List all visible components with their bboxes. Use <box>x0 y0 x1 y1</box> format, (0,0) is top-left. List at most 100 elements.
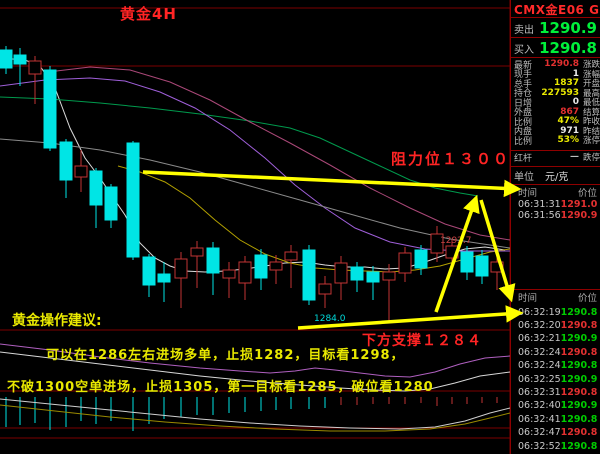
tick-price: 1290.8 <box>560 413 598 425</box>
candle-body <box>206 247 220 274</box>
candle-body <box>460 251 474 273</box>
quote-right-label: 开盘 <box>583 79 600 89</box>
quote-value: 0 <box>572 97 579 107</box>
candle-body <box>238 261 252 284</box>
tick-row: 06:31:31 1291.0 <box>511 198 600 210</box>
candle-body <box>222 269 236 279</box>
quote-value: — <box>570 152 579 162</box>
candle-body <box>414 249 428 269</box>
quote-label: 最新 <box>514 60 533 71</box>
tick-table-header: 时间 价位 <box>518 188 597 199</box>
tick-time: 06:31:56 <box>518 209 561 221</box>
ask-row: 卖出 1290.9 <box>511 18 600 38</box>
quote-label: 比例 <box>514 136 533 147</box>
panel2-white <box>0 398 511 430</box>
quote-label: 比例 <box>514 117 533 128</box>
quote-right-label: 涨跌 <box>583 60 600 70</box>
tick-time: 06:32:24 <box>518 346 561 358</box>
tick-row: 06:32:24 1290.8 <box>511 346 600 358</box>
quote-value: 227593 <box>541 87 579 98</box>
contract-name[interactable]: CMX金E06 GCM8 <box>514 3 600 17</box>
bid-price: 1290.8 <box>539 39 597 57</box>
quote-label: 外盘 <box>514 108 533 118</box>
tick-row: 06:32:31 1290.8 <box>511 386 600 398</box>
quote-label: 持仓 <box>514 89 533 99</box>
tick-price: 1290.8 <box>560 346 598 358</box>
tick-price: 1290.8 <box>560 306 598 318</box>
quote-label: 总手 <box>514 79 533 90</box>
quote-label: 红杆 <box>514 153 533 164</box>
candle-body <box>269 261 283 271</box>
ma-violet <box>0 77 510 252</box>
tick-price: 1290.9 <box>560 400 598 412</box>
price-label-low: 1284.0 <box>314 314 346 324</box>
quote-row-0: 最新 1290.8 涨跌 <box>511 59 600 71</box>
unit-value: 元/克 <box>545 172 569 183</box>
unit-row: 单位 元/克 <box>511 168 600 183</box>
candle-body <box>366 271 380 283</box>
candle-body <box>475 255 489 277</box>
candle-body <box>190 247 204 257</box>
candle-body <box>334 262 348 284</box>
quote-row-5: 外盘 867 结算 <box>511 106 600 119</box>
panel1-magenta <box>0 343 511 378</box>
tick-time: 06:32:24 <box>518 360 561 372</box>
candle-body <box>0 49 13 69</box>
ask-label: 卖出 <box>514 24 534 36</box>
panel2-yellow <box>0 404 511 432</box>
quote-label: 日增 <box>514 98 533 109</box>
tick-price: 1290.8 <box>560 319 598 331</box>
candle-body <box>28 60 42 75</box>
candle-body <box>350 266 364 281</box>
candle-body <box>318 283 332 295</box>
quote-value: 971 <box>560 125 579 136</box>
tick-price: 1290.9 <box>560 373 598 385</box>
quote-row-2: 总手 1837 开盘 <box>511 78 600 90</box>
quote-row-1: 现手 1 涨幅 <box>511 69 600 81</box>
tick-time: 06:32:21 <box>518 333 561 345</box>
candle-body <box>126 142 140 258</box>
tick-row: 06:32:52 1290.8 <box>511 440 600 452</box>
candle-body <box>157 273 171 283</box>
candle-body <box>89 170 103 206</box>
tick-price: 1290.9 <box>560 209 598 221</box>
quote-right-label: 最低 <box>583 98 600 108</box>
quote-right-label: 结算 <box>583 107 600 118</box>
tick-row: 06:32:21 1290.9 <box>511 333 600 345</box>
tick-row: 06:32:24 1290.8 <box>511 360 600 372</box>
ask-price: 1290.9 <box>539 19 597 37</box>
tick-price: 1290.8 <box>560 427 598 439</box>
quote-value: 53% <box>557 135 579 145</box>
tick-row: 06:32:41 1290.8 <box>511 413 600 425</box>
tick-price: 1290.8 <box>560 386 598 398</box>
candle-body <box>398 252 412 274</box>
quote-row-7: 内盘 971 昨结 <box>511 125 600 138</box>
candle-body <box>382 271 396 281</box>
quote-right-label: 昨结 <box>583 126 600 137</box>
candle-body <box>43 69 57 149</box>
tick-price: 1290.9 <box>560 333 598 345</box>
quote-right-label: 涨停 <box>583 136 600 146</box>
tick-time: 06:32:31 <box>518 386 561 398</box>
quote-right-label: 涨幅 <box>583 69 600 80</box>
candle-body <box>174 258 188 279</box>
tick-time: 06:32:19 <box>518 306 561 318</box>
tick-price: 1291.0 <box>560 198 598 210</box>
candle-body <box>445 245 459 259</box>
candle-body <box>104 186 118 221</box>
bid-label: 买入 <box>514 44 534 56</box>
quote-row-4: 日增 0 最低 <box>511 97 600 109</box>
advice-title: 黄金操作建议: <box>12 313 102 329</box>
quote-value: 867 <box>560 106 579 117</box>
price-label-high: 1292.7 <box>440 236 472 246</box>
tick-row: 06:32:40 1290.9 <box>511 400 600 412</box>
tick-table-header: 时间 价位 <box>518 293 597 304</box>
tick-time: 06:31:31 <box>518 198 561 210</box>
quote-label: 现手 <box>514 70 533 80</box>
quote-row-3: 持仓 227593 最高 <box>511 87 600 100</box>
chart-title: 黄金4H <box>120 5 177 23</box>
tick-row: 06:32:19 1290.8 <box>511 306 600 318</box>
tick-row: 06:32:25 1290.9 <box>511 373 600 385</box>
resistance-label: 阻力位１３００ <box>391 150 511 168</box>
